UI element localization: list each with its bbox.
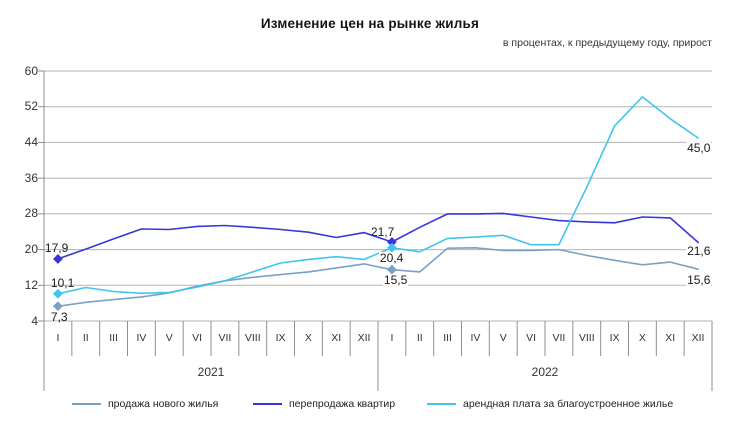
x-month-label: VII [552,332,566,344]
x-month-label: VI [192,332,203,344]
x-month-label: IV [136,332,147,344]
data-point-label: 15,6 [686,273,712,288]
apartment-resale-line-swatch [253,403,282,405]
data-point-label: 45,0 [686,140,712,155]
y-tick-label: 36 [24,170,38,185]
data-point-label: 15,5 [382,272,409,287]
chart-subtitle: в процентах, к предыдущему году, прирост [502,37,712,49]
legend-item-apartment-resale: перепродажа квартир [253,397,395,411]
x-month-label: V [499,332,507,344]
data-point-label: 7,3 [50,310,68,325]
y-tick-label: 60 [24,63,38,78]
data-point-label: 20,4 [378,250,405,265]
y-tick-label: 28 [24,206,38,221]
x-month-label: I [56,332,60,344]
x-year-label: 2021 [197,365,225,379]
rent-line-swatch [427,403,456,405]
x-month-label: V [165,332,173,344]
y-tick-label: 12 [24,277,38,292]
x-month-label: XII [357,332,371,344]
x-month-label: II [416,332,423,344]
point-marker-rent-improved-housing [53,288,63,299]
x-month-label: III [109,332,118,344]
data-point-label: 21,7 [370,224,395,239]
x-month-label: XI [331,332,342,344]
x-month-label: XI [665,332,676,344]
x-month-label: VI [526,332,537,344]
y-tick-label: 44 [24,134,38,149]
x-month-label: IV [470,332,481,344]
x-month-label: XII [691,332,705,344]
new-housing-line-swatch [72,403,101,405]
x-month-label: VIII [578,332,595,344]
legend-item-new-housing-sale: продажа нового жилья [72,397,218,411]
legend-label-new-housing: продажа нового жилья [108,398,219,410]
x-month-label: I [390,332,394,344]
x-month-label: VIII [244,332,261,344]
x-month-label: X [304,332,312,344]
data-point-label: 17,9 [44,240,69,255]
point-marker-new-housing-sale [53,301,63,312]
legend: продажа нового жилья перепродажа квартир… [0,397,740,413]
x-month-label: X [638,332,646,344]
point-marker-apartment-resale [53,254,63,264]
x-year-label: 2022 [531,365,559,379]
data-point-label: 10,1 [50,275,75,290]
legend-label-rent: арендная плата за благоустроенное жилье [463,398,674,410]
x-month-label: IX [609,332,620,344]
legend-label-apartment-resale: перепродажа квартир [289,398,396,410]
y-tick-label: 52 [24,99,38,114]
series-line-apartment-resale [57,212,699,260]
y-tick-label: 4 [31,313,38,328]
series-line-new-housing-sale [57,247,699,308]
y-tick-label: 20 [24,242,38,257]
data-point-label: 21,6 [686,244,712,259]
x-month-label: II [82,332,89,344]
chart-title: Изменение цен на рынке жилья [260,16,480,31]
x-month-label: VII [218,332,232,344]
x-month-label: IX [275,332,286,344]
series-line-rent-improved-housing [57,96,699,295]
x-month-label: III [443,332,452,344]
legend-item-rent: арендная плата за благоустроенное жилье [427,397,673,411]
